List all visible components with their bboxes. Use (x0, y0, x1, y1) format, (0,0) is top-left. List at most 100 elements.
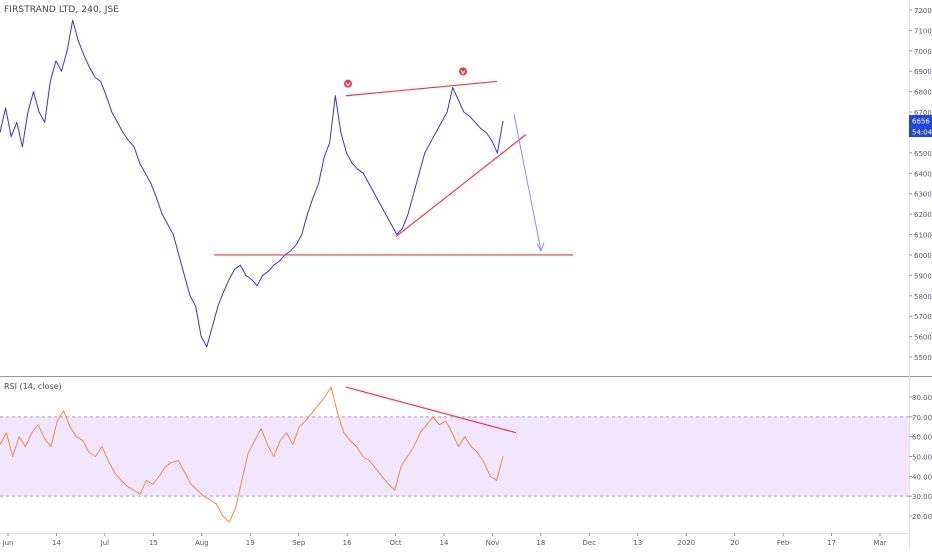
price-tick-label: 6000 (914, 252, 932, 260)
price-point (301, 234, 302, 235)
rsi-point (57, 420, 58, 421)
rsi-point (433, 416, 434, 417)
time-tick-label: Sep (292, 539, 306, 547)
price-point (72, 20, 73, 21)
time-tick-label: 19 (246, 539, 255, 547)
rsi-point (286, 432, 287, 433)
price-point (279, 261, 280, 262)
rsi-title: RSI (14, close) (4, 382, 62, 391)
time-tick-label: 14 (52, 539, 61, 547)
price-point (39, 112, 40, 113)
price-point (251, 279, 252, 280)
price-point (346, 153, 347, 154)
rsi-point (121, 480, 122, 481)
time-tick-label: 18 (536, 539, 545, 547)
rsi-point (152, 484, 153, 485)
price-point (78, 40, 79, 41)
price-layer (0, 20, 503, 347)
price-point (128, 140, 129, 141)
price-point (44, 122, 45, 123)
rsi-point (102, 446, 103, 447)
rsi-band (0, 417, 909, 496)
price-point (61, 71, 62, 72)
rsi-point (458, 446, 459, 447)
price-point (89, 67, 90, 68)
price-point (491, 140, 492, 141)
rsi-point (31, 432, 32, 433)
chart-title: FIRSTRAND LTD, 240, JSE (4, 5, 119, 15)
price-point (335, 95, 336, 96)
price-point (190, 295, 191, 296)
price-point (117, 122, 118, 123)
price-point (341, 132, 342, 133)
rsi-point (133, 490, 134, 491)
rsi-point (159, 476, 160, 477)
rsi-point (305, 420, 306, 421)
rsi-point (248, 452, 249, 453)
rsi-tick-label: 50.00 (912, 454, 932, 462)
rsi-point (216, 504, 217, 505)
price-point (413, 193, 414, 194)
price-point (469, 116, 470, 117)
price-point (424, 153, 425, 154)
rsi-point (222, 516, 223, 517)
price-point (475, 122, 476, 123)
price-point (234, 269, 235, 270)
price-point (408, 214, 409, 215)
time-tick-label: Oct (390, 539, 402, 547)
rsi-point (76, 436, 77, 437)
price-tick-label: 6900 (914, 68, 932, 76)
rsi-point (280, 440, 281, 441)
rsi-point (471, 446, 472, 447)
price-tick-label: 7200 (914, 7, 932, 15)
current-price-label: 6656 (912, 118, 930, 126)
rsi-point (331, 387, 332, 388)
rsi-point (420, 432, 421, 433)
time-tick-label: 15 (149, 539, 158, 547)
rsi-point (203, 496, 204, 497)
price-tick-label: 6500 (914, 150, 932, 158)
rsi-point (267, 444, 268, 445)
price-point (33, 91, 34, 92)
price-point (246, 275, 247, 276)
rsi-point (464, 436, 465, 437)
rsi-point (191, 484, 192, 485)
price-point (95, 77, 96, 78)
rsi-point (337, 413, 338, 414)
rsi-tick-label: 20.00 (912, 513, 932, 521)
rsi-point (324, 397, 325, 398)
rsi-point (363, 456, 364, 457)
price-tick-label: 6100 (914, 232, 932, 240)
rsi-point (89, 452, 90, 453)
rsi-point (178, 460, 179, 461)
rsi-point (496, 480, 497, 481)
price-point (374, 193, 375, 194)
rsi-point (452, 432, 453, 433)
price-point (201, 336, 202, 337)
rsi-point (350, 440, 351, 441)
rsi-point (140, 494, 141, 495)
rsi-point (343, 432, 344, 433)
price-point (307, 214, 308, 215)
time-tick-label: 2020 (677, 539, 695, 547)
price-point (173, 234, 174, 235)
time-tick-label: 14 (440, 539, 449, 547)
time-tick-label: 17 (827, 539, 836, 547)
rsi-point (184, 472, 185, 473)
price-axis[interactable]: 7200710070006900680067006600650064006300… (909, 7, 932, 362)
rsi-tick-label: 70.00 (912, 414, 932, 422)
price-point (111, 112, 112, 113)
rsi-point (369, 460, 370, 461)
rsi-point (197, 490, 198, 491)
price-point (206, 346, 207, 347)
price-point (274, 265, 275, 266)
price-point (430, 142, 431, 143)
drawing-layer[interactable] (214, 67, 573, 432)
price-tick-label: 6400 (914, 170, 932, 178)
rsi-point (82, 440, 83, 441)
rsi-point (484, 462, 485, 463)
